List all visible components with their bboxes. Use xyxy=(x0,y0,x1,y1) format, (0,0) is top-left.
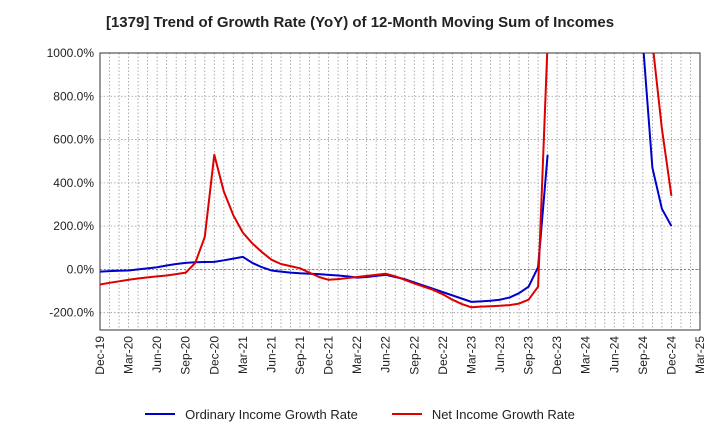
chart-legend: Ordinary Income Growth Rate Net Income G… xyxy=(0,404,720,424)
x-tick-label: Jun-23 xyxy=(493,336,507,373)
axis-layer: -200.0% 0.0% 200.0% 400.0% 600.0% 800.0% 1000.… xyxy=(47,46,707,375)
x-tick-label: Dec-23 xyxy=(550,336,564,375)
y-tick-label: 200.0% xyxy=(53,219,94,233)
legend-label-net-income: Net Income Growth Rate xyxy=(431,406,575,422)
y-tick-label: 800.0% xyxy=(53,89,94,103)
legend-item-net-income: Net Income Growth Rate xyxy=(391,406,575,422)
y-tick-label: 1000.0% xyxy=(47,46,95,60)
y-tick-label: 0.0% xyxy=(67,262,95,276)
x-tick-label: Jun-22 xyxy=(379,336,393,373)
series-line-net-income-growth-rate xyxy=(100,53,673,309)
x-tick-label: Jun-21 xyxy=(264,336,278,373)
y-tick-label: 600.0% xyxy=(53,133,94,147)
legend-item-ordinary-income: Ordinary Income Growth Rate xyxy=(145,407,358,422)
series-layer xyxy=(100,53,673,309)
x-tick-label: Jun-24 xyxy=(607,336,621,373)
x-tick-label: Dec-24 xyxy=(664,336,678,375)
x-tick-label: Sep-24 xyxy=(636,336,650,375)
legend-label-ordinary-income: Ordinary Income Growth Rate xyxy=(185,406,358,422)
x-tick-label: Mar-23 xyxy=(464,336,478,374)
x-tick-label: Mar-24 xyxy=(579,336,593,374)
x-tick-label: Jun-20 xyxy=(150,336,164,373)
x-tick-label: Mar-25 xyxy=(693,336,707,374)
x-tick-label: Dec-19 xyxy=(93,336,107,375)
legend-swatch-net-income xyxy=(391,413,422,415)
chart-title: [1379] Trend of Growth Rate (YoY) of 12-… xyxy=(105,14,615,31)
grid-layer xyxy=(99,52,701,330)
x-tick-label: Dec-20 xyxy=(207,336,221,375)
x-tick-label: Dec-22 xyxy=(436,336,450,375)
x-tick-label: Sep-23 xyxy=(522,336,536,375)
x-tick-label: Mar-22 xyxy=(350,336,364,374)
x-tick-label: Mar-21 xyxy=(236,336,250,374)
x-tick-label: Sep-20 xyxy=(179,336,193,375)
x-tick-label: Mar-20 xyxy=(122,336,136,374)
legend-swatch-ordinary-income xyxy=(145,413,176,415)
x-tick-label: Sep-21 xyxy=(293,336,307,375)
y-tick-label: 400.0% xyxy=(53,176,94,190)
x-tick-label: Dec-21 xyxy=(322,336,336,375)
plot-frame xyxy=(99,52,701,331)
y-tick-label: -200.0% xyxy=(49,306,94,320)
series-line-ordinary-income-growth-rate xyxy=(100,53,673,303)
x-tick-label: Sep-22 xyxy=(407,336,421,375)
